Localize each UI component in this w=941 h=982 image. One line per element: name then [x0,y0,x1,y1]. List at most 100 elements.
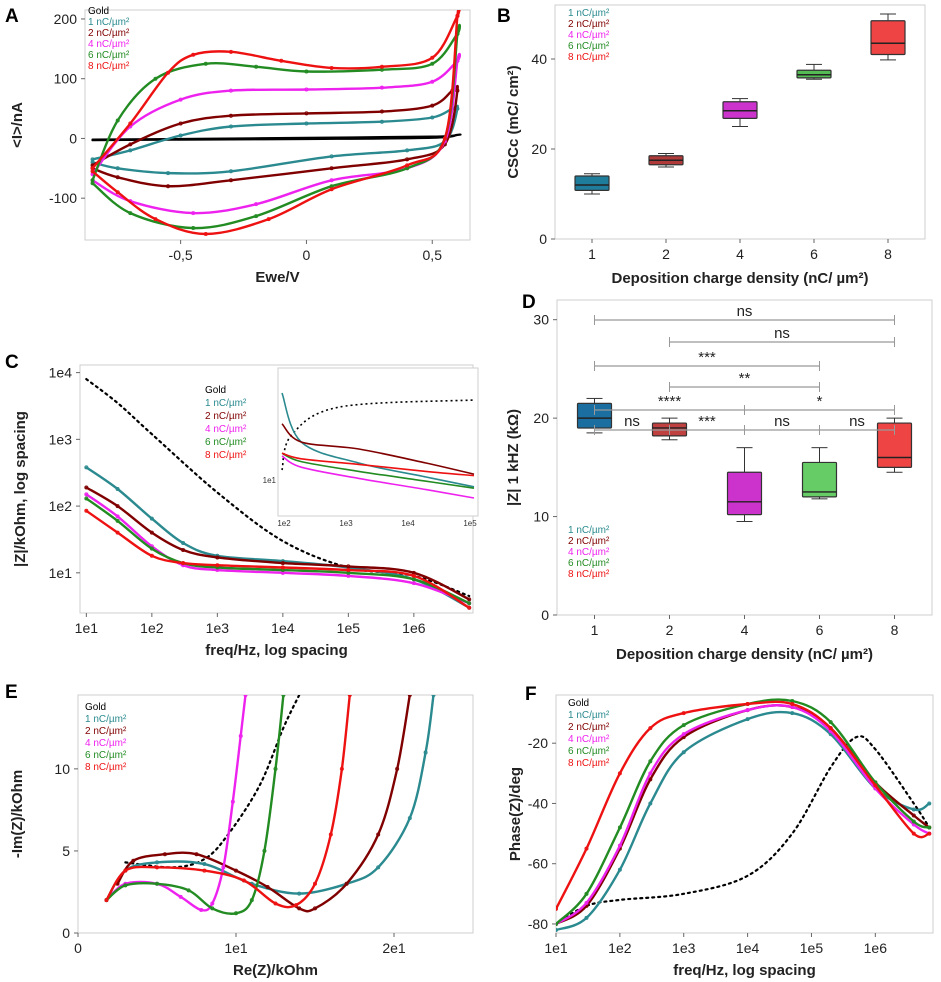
data-point [405,163,410,168]
data-point [166,184,171,189]
x-tick-label: 6 [816,622,824,638]
data-point [281,695,286,697]
data-point [431,695,436,697]
x-axis-label: Re(Z)/kOhm [233,962,318,979]
panel-label: F [525,684,537,705]
data-point [215,555,220,560]
legend-entry-5: 8 nC/µm² [88,61,130,72]
y-tick-label: -40 [528,795,548,811]
data-point [128,211,133,216]
inset-series-4 [281,452,475,489]
data-point [154,881,159,886]
legend-entry-4: 6 nC/µm² [85,750,127,761]
data-point [911,807,916,812]
data-point [115,175,120,180]
data-point [230,799,235,804]
data-point [828,720,833,725]
significance-label: *** [698,413,716,430]
data-point [181,547,186,552]
inset-x-tick-label: 1e2 [277,519,291,528]
data-point [347,695,352,697]
data-point [405,157,410,162]
x-tick-label: 1e5 [337,620,361,636]
data-point [166,70,171,75]
data-point [84,496,89,501]
data-point [405,148,410,153]
data-point [297,891,302,896]
data-point [228,169,233,174]
data-point [681,723,686,728]
data-point [215,563,220,568]
data-point [344,881,349,886]
data-point [115,504,120,509]
data-point [202,862,207,867]
x-tick-label: 1e2 [140,620,164,636]
data-point [273,901,278,906]
data-point [228,178,233,183]
series-line-5 [556,700,931,911]
data-point [339,766,344,771]
data-point [203,61,208,66]
x-tick-label: 2 [662,246,670,262]
data-point [423,750,428,755]
series-line-4 [85,497,471,605]
significance-label: ** [739,370,751,387]
y-tick-label: 200 [54,11,78,27]
x-tick-label: 0 [74,940,82,956]
series-line-1 [556,710,931,932]
series-line-4 [91,23,461,230]
data-point [84,508,89,513]
x-tick-label: 4 [736,246,744,262]
data-point [228,49,233,54]
series-line-1 [85,466,471,609]
data-point [346,564,351,569]
data-point [166,171,171,176]
data-point [249,898,254,903]
chart-D: 0 10 20 30 1 2 4 6 8 Deposition charge density (n… [505,292,933,663]
x-tick-label: 4 [741,622,749,638]
data-point [254,64,259,69]
data-point [115,487,120,492]
data-point [455,13,460,18]
data-point [128,142,133,147]
data-point [376,832,381,837]
data-point [90,169,95,174]
y-tick-label: 0 [541,607,549,623]
significance-label: *** [698,349,716,366]
panel-label: B [497,6,511,27]
data-point [262,848,267,853]
data-point [115,530,120,535]
series-line-5 [105,695,351,909]
inset-series-3 [281,455,475,499]
inset-series-0 [281,399,475,471]
data-point [273,766,278,771]
data-point [681,711,686,716]
data-point [873,783,878,788]
legend-entry-5: 8 nC/µm² [85,762,127,773]
data-point [430,103,435,108]
series-line-2 [91,84,459,188]
legend-entry-4: 6 nC/µm² [205,437,247,448]
legend-entry-2: 2 nC/µm² [85,726,127,737]
data-point [681,750,686,755]
data-point [162,852,167,857]
y-tick-label: 100 [54,71,78,87]
series-line-1 [105,695,435,902]
data-point [203,232,208,237]
data-point [191,52,196,57]
data-point [379,119,384,124]
legend-entry-1: 1 nC/µm² [88,17,130,28]
x-tick-label: 1e5 [800,940,824,956]
legend-entry-0: Gold [205,385,226,396]
data-point [467,597,472,602]
data-point [379,64,384,69]
data-point [181,540,186,545]
y-tick-label: 40 [531,51,547,67]
significance-label: * [817,393,823,410]
inset-series-1 [281,392,475,488]
chart-A-plot-frame [84,9,471,241]
series-line-3 [91,52,461,215]
data-point [153,76,158,81]
data-point [84,465,89,470]
